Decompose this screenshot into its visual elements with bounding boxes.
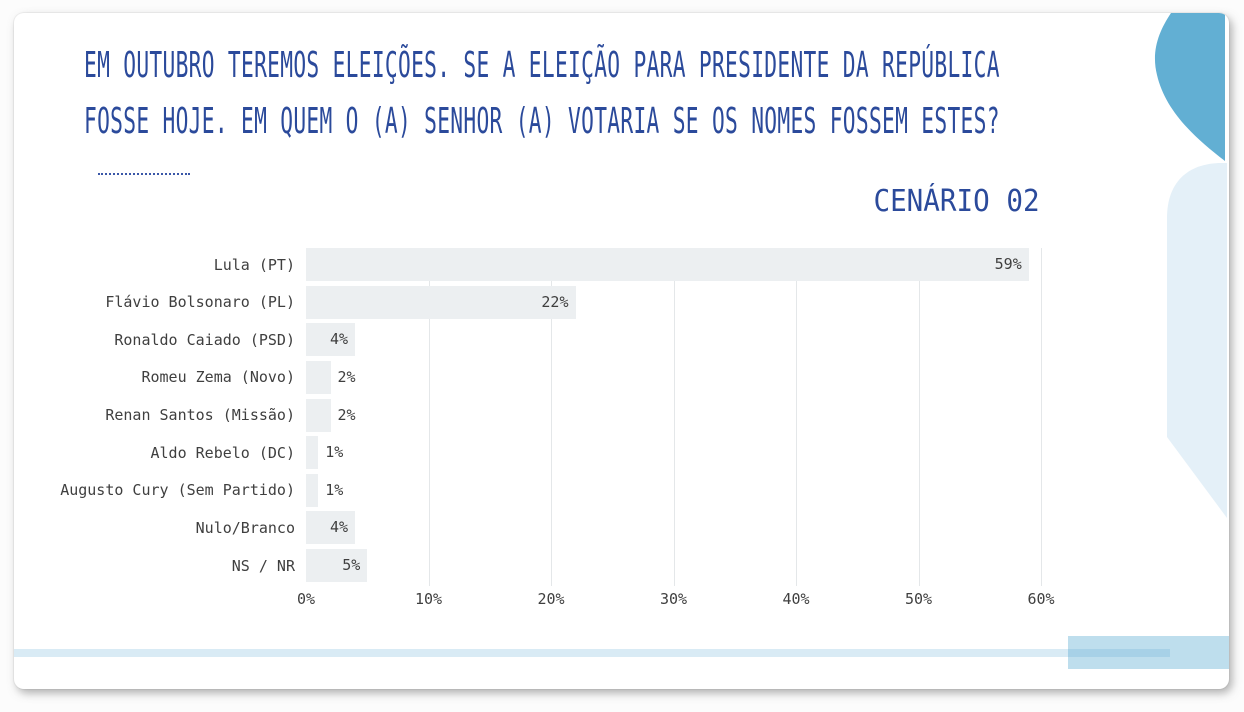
scenario-label: CENÁRIO 02 — [873, 184, 1040, 219]
bar-row: Lula (PT) 59% — [55, 248, 1041, 281]
x-axis-tick-label: 50% — [904, 590, 933, 608]
chart-gridline — [551, 248, 552, 586]
bar-value-label: 59% — [994, 255, 1022, 273]
bar-track: 4% — [306, 511, 1041, 545]
bar-row-label: Aldo Rebelo (DC) — [150, 443, 296, 462]
bar-row: Nulo/Branco 4% — [55, 511, 1041, 545]
footer-accent-overlap — [1068, 649, 1170, 657]
bar-row-label: Lula (PT) — [213, 255, 295, 274]
x-axis-tick-label: 30% — [659, 590, 688, 608]
bar-value-label: 22% — [541, 292, 569, 311]
bar-chart: Lula (PT) 59% Flávio Bolsonaro (PL) 22% Rona… — [55, 248, 1041, 582]
bar-track: 2% — [306, 398, 1041, 432]
title-underline-dots — [98, 173, 190, 175]
bar-value-label: 1% — [325, 443, 344, 462]
slide-title-line-1: EM OUTUBRO TEREMOS ELEIÇÕES. SE A ELEIÇÃ… — [84, 45, 1000, 86]
bar-row: Ronaldo Caiado (PSD) 4% — [55, 323, 1041, 357]
bar-track: 4% — [306, 323, 1041, 357]
bar-row-label: Romeu Zema (Novo) — [141, 368, 295, 387]
bar-row: Flávio Bolsonaro (PL) 22% — [55, 285, 1041, 319]
bar-value-label: 2% — [337, 367, 356, 386]
footer-strip — [14, 649, 1170, 657]
bar: 22% — [306, 285, 576, 319]
chart-gridline — [918, 248, 920, 586]
bar-value-label: 4% — [329, 518, 348, 537]
deco-side-panel-shape — [1167, 163, 1227, 518]
bar — [306, 398, 331, 432]
x-axis-tick-label: 0% — [296, 590, 316, 608]
bar-track: 1% — [306, 436, 1041, 470]
bar-row-label: NS / NR — [231, 556, 295, 575]
bar-row: Aldo Rebelo (DC) 1% — [55, 436, 1041, 470]
bar-track: 5% — [306, 549, 1041, 582]
chart-gridline — [428, 248, 430, 586]
bar-track: 22% — [306, 285, 1041, 319]
x-axis-tick-label: 20% — [537, 590, 565, 608]
bar: 4% — [306, 511, 355, 545]
bar: 5% — [306, 549, 368, 582]
deco-top-right-shape — [1154, 13, 1225, 161]
bar-value-label: 2% — [337, 405, 356, 424]
bar: 4% — [306, 323, 355, 357]
bar-row-label: Augusto Cury (Sem Partido) — [60, 481, 295, 500]
bar-value-label: 4% — [329, 330, 348, 349]
bar-row: Renan Santos (Missão) 2% — [55, 398, 1041, 432]
chart-gridline — [1041, 248, 1042, 586]
slide-card: EM OUTUBRO TEREMOS ELEIÇÕES. SE A ELEIÇÃ… — [14, 13, 1229, 689]
bar — [306, 436, 319, 470]
bar: 59% — [306, 248, 1029, 281]
bar-value-label: 1% — [325, 480, 344, 499]
x-axis-tick-label: 60% — [1027, 590, 1055, 608]
bar-row-label: Flávio Bolsonaro (PL) — [105, 293, 295, 312]
bar — [306, 473, 319, 507]
bar-row-label: Ronaldo Caiado (PSD) — [114, 330, 295, 349]
chart-gridline — [796, 248, 797, 586]
chart-gridline — [673, 248, 675, 586]
bar-track: 2% — [306, 360, 1041, 394]
bar — [306, 360, 331, 394]
x-axis-tick-label: 10% — [414, 590, 443, 608]
x-axis: 0% 10% 20% 30% 40% 50% 60% — [297, 590, 1055, 612]
bar-track: 59% — [306, 248, 1041, 281]
chart-gridlines — [306, 248, 1042, 586]
bar-row: NS / NR 5% — [55, 549, 1041, 582]
slide-title-line-2: FOSSE HOJE. EM QUEM O (A) SENHOR (A) VOT… — [84, 101, 1000, 142]
x-axis-tick-label: 40% — [782, 590, 810, 608]
bar-value-label: 5% — [342, 556, 361, 574]
bar-row-label: Nulo/Branco — [195, 518, 295, 537]
bar-row: Romeu Zema (Novo) 2% — [55, 360, 1041, 394]
bar-track: 1% — [306, 473, 1041, 507]
bar-row: Augusto Cury (Sem Partido) 1% — [55, 473, 1041, 507]
bar-row-label: Renan Santos (Missão) — [105, 406, 295, 424]
